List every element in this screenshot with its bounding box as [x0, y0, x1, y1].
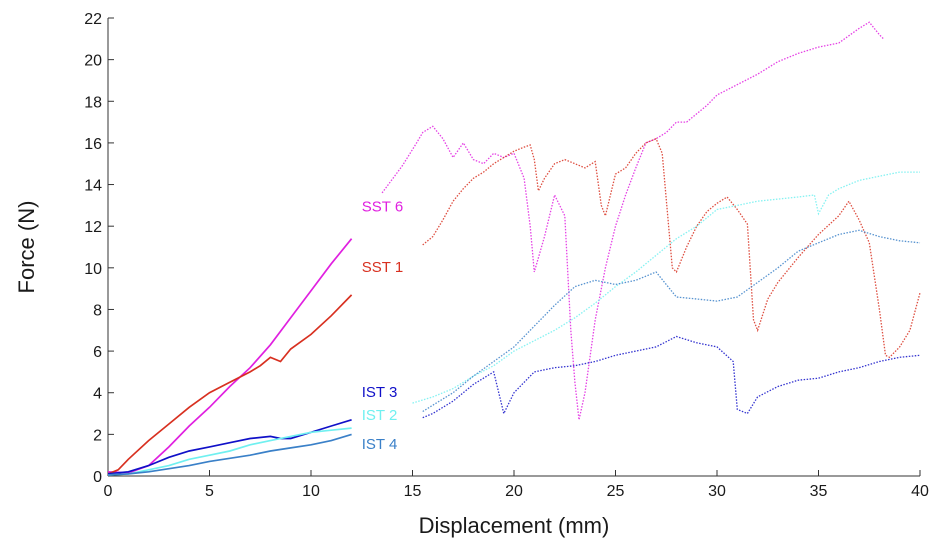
- series-line-ist-4: [107, 433, 352, 476]
- x-tick-label: 25: [607, 483, 625, 500]
- series-line-dotted-5: [381, 21, 884, 420]
- y-tick-label: 22: [84, 11, 102, 28]
- y-tick-label: 10: [84, 261, 102, 278]
- series-line-dotted-9: [422, 229, 921, 413]
- y-axis-title: Force (N): [14, 201, 39, 294]
- y-tick-label: 6: [93, 344, 102, 361]
- series-line-dotted-7: [422, 335, 921, 419]
- y-tick-label: 8: [93, 302, 102, 319]
- y-tick-label: 12: [84, 219, 102, 236]
- series-line-sst-6: [107, 238, 353, 474]
- plot-area: 0 5 10 15 20 25 30 35 40 0 2 4 6 8 10 12 14 16 18 20 22 SST…: [84, 11, 929, 500]
- x-tick-label: 35: [810, 483, 828, 500]
- series-layer: [107, 21, 921, 476]
- y-tick-label: 16: [84, 136, 102, 153]
- series-line-sst-1: [107, 294, 353, 475]
- series-line-ist-3: [107, 418, 352, 475]
- y-tick-label: 20: [84, 53, 102, 70]
- x-tick-label: 10: [302, 483, 320, 500]
- x-ticks: 0 5 10 15 20 25 30 35 40: [104, 470, 929, 500]
- x-tick-label: 5: [205, 483, 214, 500]
- series-line-dotted-8: [412, 171, 920, 404]
- series-labels: SST 6 SST 1 IST 3 IST 2 IST 4: [362, 199, 403, 453]
- x-tick-label: 15: [404, 483, 422, 500]
- series-line-dotted-6: [422, 137, 921, 359]
- series-line-ist-2: [107, 427, 352, 476]
- y-ticks: 0 2 4 6 8 10 12 14 16 18 20 22: [84, 11, 114, 486]
- series-label-sst-1: SST 1: [362, 259, 403, 276]
- x-tick-label: 20: [505, 483, 523, 500]
- y-tick-label: 18: [84, 94, 102, 111]
- x-tick-label: 0: [104, 483, 113, 500]
- series-label-ist-2: IST 2: [362, 407, 398, 424]
- y-tick-label: 2: [93, 427, 102, 444]
- x-tick-label: 30: [708, 483, 726, 500]
- y-tick-label: 0: [93, 469, 102, 486]
- series-label-sst-6: SST 6: [362, 199, 403, 216]
- series-label-ist-3: IST 3: [362, 384, 398, 401]
- y-tick-label: 14: [84, 178, 102, 195]
- x-axis-title: Displacement (mm): [419, 513, 610, 538]
- y-tick-label: 4: [93, 386, 102, 403]
- x-tick-label: 40: [911, 483, 929, 500]
- series-label-ist-4: IST 4: [362, 436, 398, 453]
